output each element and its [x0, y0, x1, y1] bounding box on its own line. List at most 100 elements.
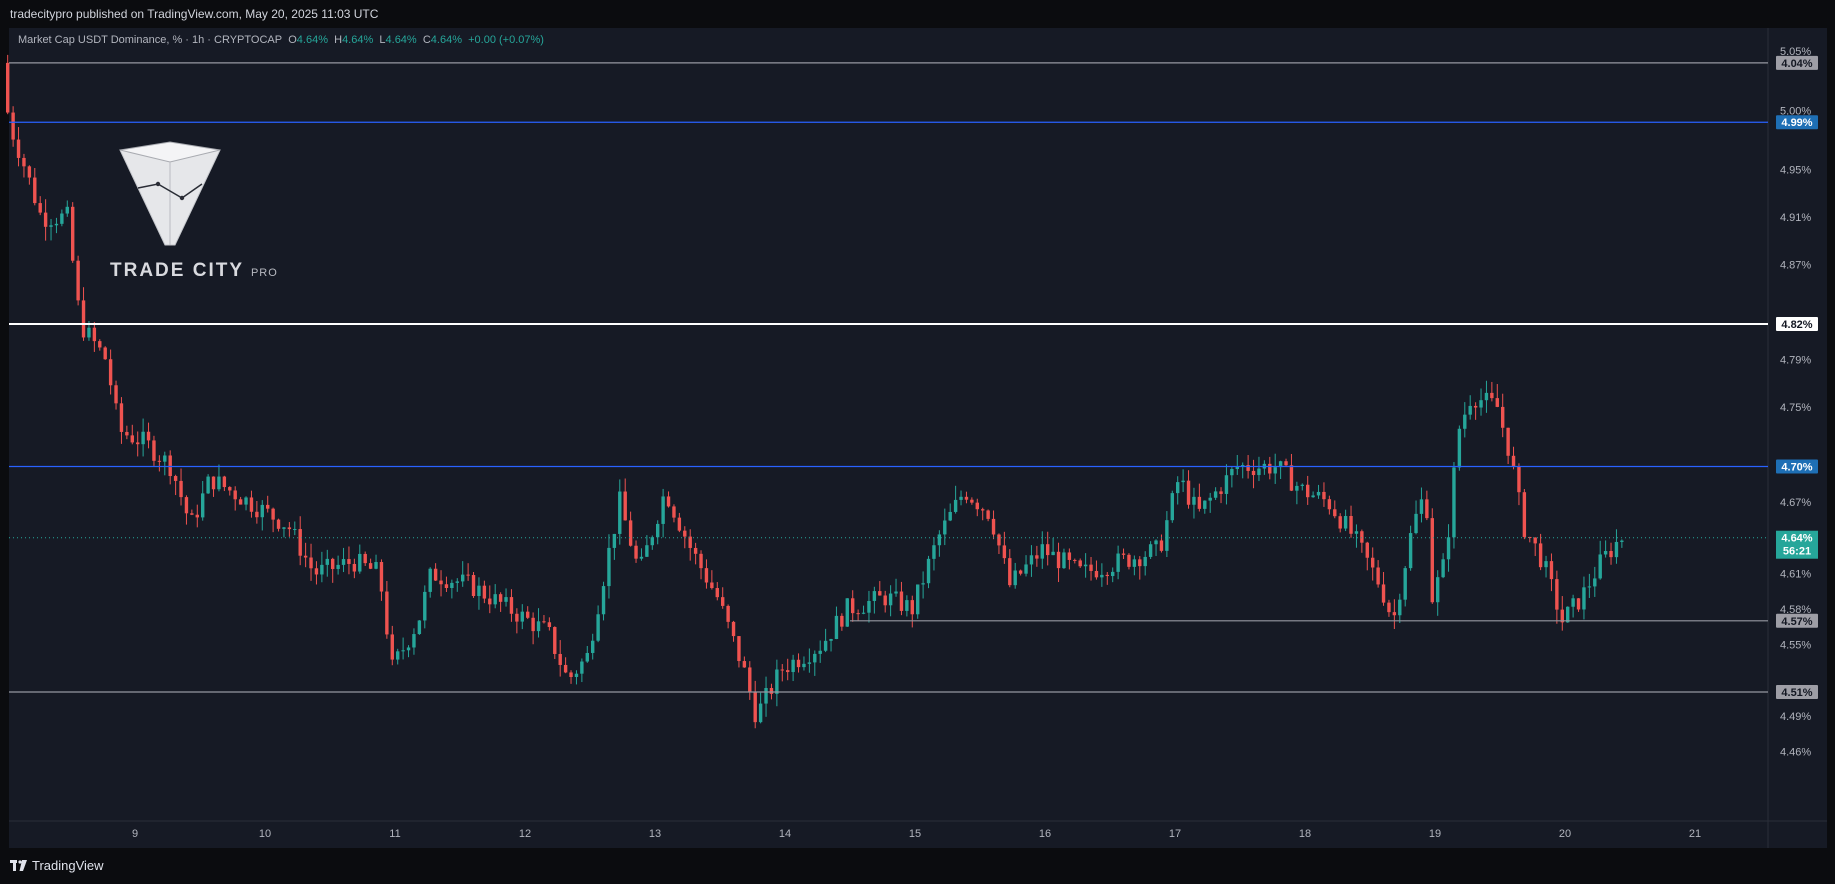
candle-body-up — [1311, 495, 1315, 498]
candle-body-down — [672, 506, 676, 518]
candle-body-down — [1360, 531, 1364, 543]
candle-body-up — [1111, 571, 1115, 577]
price-tick-label: 4.49% — [1780, 711, 1811, 723]
candle-body-up — [1582, 587, 1586, 610]
candle-body-down — [531, 617, 535, 632]
candle-body-up — [1419, 499, 1424, 514]
candle-body-down — [856, 613, 860, 615]
candle-body-down — [628, 520, 633, 546]
candle-body-up — [1484, 392, 1489, 401]
candle-body-up — [406, 647, 411, 651]
candle-body-down — [22, 157, 26, 167]
candle-body-up — [937, 534, 942, 546]
candle-body-up — [217, 476, 221, 490]
candle-body-up — [244, 497, 248, 505]
candle-body-up — [461, 574, 465, 582]
candle-body-down — [688, 536, 692, 548]
candle-body-up — [1593, 578, 1597, 587]
candle-body-down — [16, 139, 21, 158]
candle-body-up — [1029, 555, 1034, 565]
candle-body-up — [536, 621, 541, 632]
candle-body-down — [1327, 499, 1332, 510]
candle-body-up — [596, 614, 600, 641]
candle-body-up — [905, 600, 909, 611]
candle-body-up — [1176, 482, 1180, 494]
candle-body-up — [1446, 537, 1451, 560]
candle-body-up — [1463, 414, 1467, 429]
time-tick-label: 9 — [132, 828, 138, 840]
candle-body-down — [986, 510, 990, 519]
candle-body-up — [87, 327, 91, 338]
price-tick-label: 4.46% — [1780, 746, 1811, 758]
candle-body-down — [108, 359, 113, 386]
candle-body-down — [1549, 561, 1554, 580]
candle-body-up — [417, 620, 422, 635]
candle-body-down — [71, 206, 75, 261]
candle-body-down — [547, 622, 552, 628]
candle-body-down — [964, 496, 969, 500]
trade-city-wordmark: TRADE CITY PRO — [110, 260, 290, 282]
candle-body-down — [1425, 499, 1429, 519]
price-tick-label: 5.05% — [1780, 46, 1811, 58]
time-tick-label: 13 — [649, 828, 661, 840]
candle-body-down — [509, 597, 514, 614]
candle-body-up — [926, 558, 931, 584]
chart-pane[interactable] — [9, 28, 1827, 848]
price-tick-label: 4.87% — [1780, 260, 1811, 272]
time-tick-label: 14 — [779, 828, 791, 840]
candle-body-down — [731, 621, 736, 637]
candle-body-down — [1376, 567, 1380, 585]
candle-body-up — [618, 491, 622, 534]
candle-body-down — [1338, 516, 1342, 529]
candle-body-down — [878, 591, 882, 596]
candle-body-down — [255, 511, 259, 518]
level-price-tag-2 — [1776, 317, 1818, 332]
candle-body-down — [168, 455, 172, 477]
candle-body-down — [1018, 570, 1023, 574]
candle-body-up — [601, 586, 606, 615]
candle-body-up — [1143, 556, 1147, 567]
time-tick-label: 17 — [1169, 828, 1181, 840]
candle-body-up — [1192, 496, 1196, 505]
candle-body-down — [352, 563, 357, 572]
candle-body-up — [818, 650, 822, 654]
candle-body-up — [943, 520, 947, 535]
candle-body-down — [1430, 518, 1434, 603]
level-price-tag-1 — [1776, 115, 1818, 130]
candle-body-up — [612, 533, 617, 548]
candle-body-up — [834, 615, 839, 640]
candle-body-up — [959, 496, 963, 500]
candle-body-up — [1235, 466, 1239, 469]
candle-body-down — [1392, 612, 1397, 616]
candle-body-up — [1436, 577, 1440, 603]
time-tick-label: 12 — [519, 828, 531, 840]
time-tick-label: 18 — [1299, 828, 1311, 840]
time-tick-label: 21 — [1689, 828, 1701, 840]
candle-body-up — [336, 564, 340, 569]
candle-body-up — [520, 611, 524, 622]
candle-body-down — [1517, 466, 1521, 493]
candle-body-up — [1241, 465, 1245, 467]
candle-body-up — [1408, 533, 1413, 569]
candle-body-down — [233, 490, 237, 500]
legend-high-label: H — [334, 34, 343, 46]
candle-body-down — [173, 476, 178, 481]
time-tick-label: 16 — [1039, 828, 1051, 840]
candle-body-up — [1295, 485, 1299, 491]
candle-body-down — [1522, 492, 1527, 537]
candle-body-down — [1094, 570, 1099, 578]
tradingview-brand[interactable]: TradingView — [10, 858, 104, 873]
candle-body-down — [970, 499, 974, 503]
candle-body-up — [141, 431, 145, 445]
candle-body-up — [1213, 491, 1218, 498]
candle-body-up — [1203, 500, 1207, 509]
candle-body-up — [932, 545, 936, 559]
candle-body-down — [515, 613, 519, 622]
candle-body-down — [33, 177, 37, 204]
candle-body-down — [840, 615, 844, 627]
candle-body-down — [1073, 559, 1077, 561]
tradingview-logo-icon — [10, 859, 27, 871]
last-price-label: 4.64% — [1781, 533, 1812, 545]
candle-body-up — [661, 496, 665, 524]
